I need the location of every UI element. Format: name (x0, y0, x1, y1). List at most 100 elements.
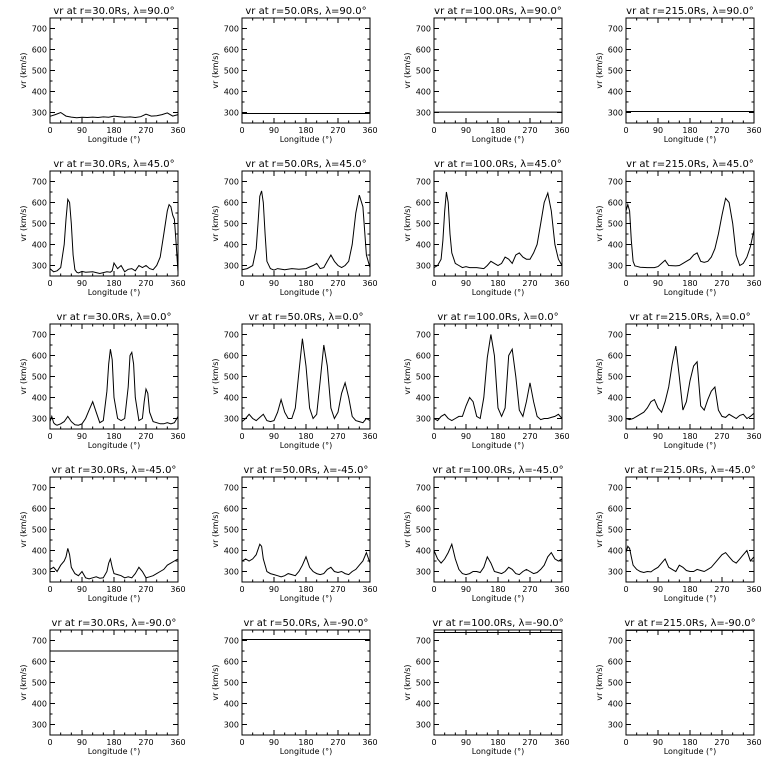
x-tick-label: 360 (170, 279, 185, 288)
y-axis-label: vr (km/s) (403, 664, 412, 700)
y-tick-label: 700 (416, 178, 431, 187)
x-tick-label: 0 (239, 126, 244, 135)
x-tick-label: 0 (431, 126, 436, 135)
series-line (49, 349, 179, 426)
plot-frame (625, 629, 755, 736)
y-tick-label: 400 (224, 241, 239, 250)
x-tick-label: 90 (269, 432, 279, 441)
x-tick-label: 360 (746, 126, 761, 135)
x-axis-label: Longitude (°) (664, 135, 717, 144)
chart-title: vr at r=50.0Rs, λ=0.0° (249, 312, 364, 323)
x-tick-label: 270 (714, 432, 729, 441)
x-tick-label: 0 (623, 738, 628, 747)
y-tick-label: 300 (32, 262, 47, 271)
y-tick-label: 600 (224, 658, 239, 667)
x-tick-label: 90 (461, 279, 471, 288)
x-tick-label: 180 (298, 585, 313, 594)
x-tick-label: 360 (746, 585, 761, 594)
y-tick-label: 500 (32, 220, 47, 229)
x-tick-label: 360 (746, 279, 761, 288)
y-tick-label: 500 (608, 526, 623, 535)
y-tick-label: 400 (608, 241, 623, 250)
x-tick-label: 360 (746, 738, 761, 747)
y-tick-label: 400 (224, 88, 239, 97)
x-axis-label: Longitude (°) (88, 135, 141, 144)
x-tick-label: 180 (682, 279, 697, 288)
y-tick-label: 400 (224, 700, 239, 709)
series-line (241, 190, 371, 271)
y-tick-label: 500 (32, 526, 47, 535)
y-tick-label: 600 (416, 658, 431, 667)
chart-title: vr at r=30.0Rs, λ=0.0° (57, 312, 172, 323)
plot-frame (49, 476, 179, 583)
y-tick-label: 600 (608, 352, 623, 361)
x-tick-label: 180 (490, 738, 505, 747)
x-tick-label: 180 (490, 432, 505, 441)
x-tick-label: 0 (623, 126, 628, 135)
y-tick-label: 500 (224, 679, 239, 688)
y-tick-label: 600 (224, 352, 239, 361)
chart-panel: vr at r=215.0Rs, λ=-45.0° 0 90 180 270 360 300… (595, 465, 762, 603)
x-tick-label: 0 (623, 585, 628, 594)
y-axis-label: vr (km/s) (19, 52, 28, 88)
y-axis-label: vr (km/s) (595, 358, 604, 394)
x-tick-label: 180 (682, 585, 697, 594)
x-axis-label: Longitude (°) (472, 135, 525, 144)
y-tick-label: 300 (416, 568, 431, 577)
x-axis-label: Longitude (°) (664, 288, 717, 297)
x-tick-label: 360 (170, 738, 185, 747)
y-tick-label: 600 (416, 46, 431, 55)
y-tick-label: 400 (32, 88, 47, 97)
x-tick-label: 360 (746, 432, 761, 441)
x-tick-label: 90 (77, 126, 87, 135)
x-tick-label: 270 (138, 279, 153, 288)
x-tick-label: 90 (269, 585, 279, 594)
y-axis-label: vr (km/s) (19, 205, 28, 241)
y-tick-label: 400 (32, 394, 47, 403)
x-tick-label: 180 (682, 738, 697, 747)
chart-title: vr at r=215.0Rs, λ=-90.0° (624, 618, 755, 629)
chart-title: vr at r=100.0Rs, λ=0.0° (437, 312, 558, 323)
chart-title: vr at r=30.0Rs, λ=90.0° (53, 6, 174, 17)
series-line (49, 548, 179, 580)
y-tick-label: 700 (608, 331, 623, 340)
x-tick-label: 180 (490, 585, 505, 594)
x-tick-label: 0 (431, 432, 436, 441)
series-line (625, 346, 755, 421)
x-tick-label: 0 (47, 585, 52, 594)
x-tick-label: 360 (554, 126, 569, 135)
plot-frame (241, 629, 371, 736)
y-tick-label: 300 (224, 415, 239, 424)
y-tick-label: 500 (224, 67, 239, 76)
y-axis-label: vr (km/s) (211, 205, 220, 241)
chart-title: vr at r=50.0Rs, λ=-90.0° (244, 618, 369, 629)
y-tick-label: 500 (608, 373, 623, 382)
x-tick-label: 360 (170, 585, 185, 594)
y-tick-label: 400 (224, 394, 239, 403)
series-line (433, 191, 563, 270)
y-tick-label: 500 (32, 679, 47, 688)
x-axis-label: Longitude (°) (280, 288, 333, 297)
x-tick-label: 360 (554, 738, 569, 747)
series-line (625, 197, 755, 269)
x-tick-label: 180 (106, 126, 121, 135)
x-tick-label: 360 (554, 432, 569, 441)
chart-title: vr at r=215.0Rs, λ=-45.0° (624, 465, 755, 476)
chart-panel: vr at r=100.0Rs, λ=-45.0° 0 90 180 270 360 300… (403, 465, 570, 603)
chart-title: vr at r=215.0Rs, λ=45.0° (626, 159, 754, 170)
chart-panel: vr at r=30.0Rs, λ=-45.0° 0 90 180 270 360 300 4… (19, 465, 186, 603)
x-tick-label: 270 (714, 738, 729, 747)
plot-frame (625, 476, 755, 583)
y-tick-label: 600 (32, 352, 47, 361)
x-tick-label: 0 (47, 279, 52, 288)
x-axis-label: Longitude (°) (472, 747, 525, 756)
y-tick-label: 300 (224, 568, 239, 577)
x-axis-label: Longitude (°) (664, 441, 717, 450)
x-tick-label: 360 (362, 279, 377, 288)
chart-panel: vr at r=50.0Rs, λ=-90.0° 0 90 180 270 360 300 4… (211, 618, 378, 756)
plot-frame (625, 17, 755, 124)
y-tick-label: 300 (416, 262, 431, 271)
x-axis-label: Longitude (°) (280, 747, 333, 756)
y-tick-label: 500 (416, 373, 431, 382)
y-tick-label: 700 (32, 484, 47, 493)
